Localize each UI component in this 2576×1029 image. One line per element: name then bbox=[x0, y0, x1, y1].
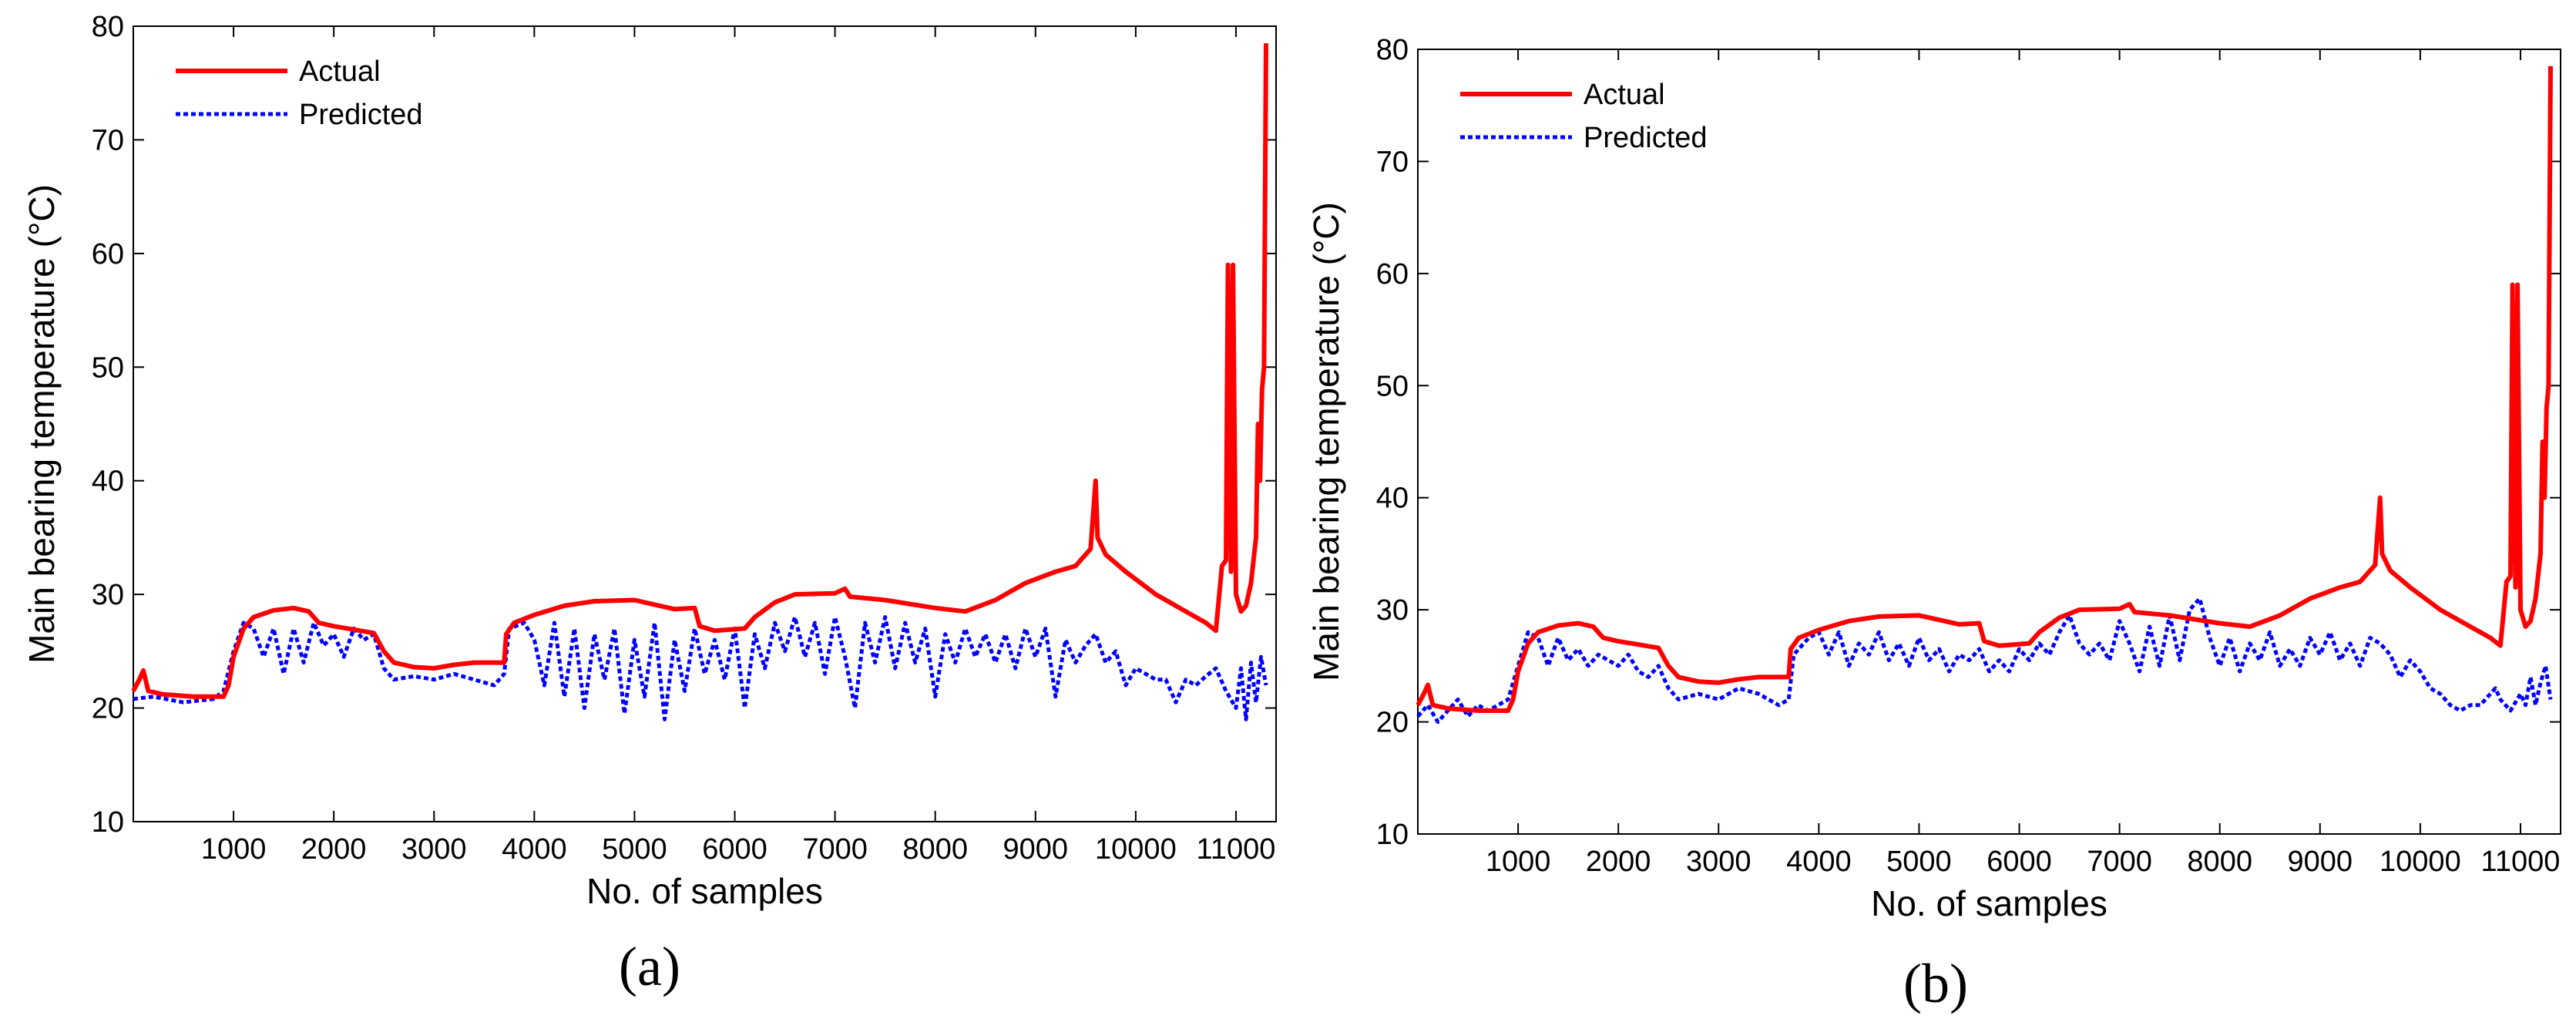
axis-ticks: 1000 2000 3000 4000 5000 6000 7000 8000 9000 1000… bbox=[92, 11, 1276, 866]
y-tick-label: 80 bbox=[92, 11, 124, 43]
y-tick-label: 20 bbox=[1376, 707, 1409, 739]
series-line-predicted bbox=[1416, 597, 2553, 725]
series-lines bbox=[131, 43, 1268, 721]
y-tick-label: 50 bbox=[92, 351, 124, 384]
y-axis-label: Main bearing temperature (°C) bbox=[1306, 202, 1346, 681]
chart-panel-a: 1000 2000 3000 4000 5000 6000 7000 8000 9000 1000… bbox=[22, 11, 1277, 997]
y-tick-label: 80 bbox=[1376, 34, 1409, 66]
y-tick-label: 10 bbox=[1376, 819, 1409, 851]
legend-label-predicted: Predicted bbox=[1584, 122, 1708, 154]
y-tick-label: 30 bbox=[92, 579, 124, 611]
x-tick-label: 4000 bbox=[1786, 846, 1852, 878]
x-tick-label: 9000 bbox=[1003, 833, 1069, 866]
legend-label-actual: Actual bbox=[1584, 79, 1665, 111]
y-tick-label: 70 bbox=[1376, 146, 1409, 178]
x-axis-label: No. of samples bbox=[586, 871, 823, 911]
x-tick-label: 7000 bbox=[802, 833, 868, 866]
x-tick-label: 5000 bbox=[1886, 846, 1952, 878]
legend-label-predicted: Predicted bbox=[299, 99, 423, 131]
x-tick-label: 6000 bbox=[1987, 846, 2052, 878]
x-tick-label: 4000 bbox=[502, 833, 567, 866]
y-tick-label: 60 bbox=[1376, 258, 1409, 291]
x-axis-label: No. of samples bbox=[1871, 883, 2107, 923]
x-tick-label: 11000 bbox=[1197, 833, 1276, 866]
x-tick-label: 9000 bbox=[2288, 846, 2353, 878]
x-tick-label: 10000 bbox=[1095, 833, 1177, 866]
y-tick-label: 20 bbox=[92, 693, 124, 725]
x-tick-label: 3000 bbox=[1686, 846, 1751, 878]
x-tick-label: 7000 bbox=[2087, 846, 2152, 878]
x-tick-label: 5000 bbox=[602, 833, 667, 866]
y-tick-label: 40 bbox=[92, 466, 124, 498]
x-tick-label: 3000 bbox=[401, 833, 467, 866]
chart-panel-b: 1000 2000 3000 4000 5000 6000 7000 8000 9000 1000… bbox=[1306, 34, 2561, 1014]
y-tick-label: 30 bbox=[1376, 594, 1409, 627]
y-axis-label: Main bearing temperature (°C) bbox=[22, 184, 62, 664]
y-tick-label: 60 bbox=[92, 238, 124, 271]
series-line-actual bbox=[131, 43, 1268, 699]
panel-label-a: (a) bbox=[619, 936, 680, 997]
x-tick-label: 11000 bbox=[2481, 846, 2561, 878]
panel-label-b: (b) bbox=[1903, 953, 1968, 1014]
y-tick-label: 50 bbox=[1376, 370, 1409, 402]
legend: Actual Predicted bbox=[1460, 79, 1708, 154]
series-line-actual bbox=[1416, 66, 2553, 713]
x-tick-label: 2000 bbox=[1586, 846, 1651, 878]
series-lines bbox=[1416, 66, 2553, 725]
x-tick-label: 8000 bbox=[902, 833, 968, 866]
plot-frame bbox=[1417, 49, 2561, 835]
y-tick-label: 10 bbox=[92, 806, 124, 839]
x-tick-label: 1000 bbox=[1486, 846, 1551, 878]
series-line-predicted bbox=[133, 615, 1268, 721]
x-tick-label: 1000 bbox=[201, 833, 267, 866]
y-tick-label: 40 bbox=[1376, 483, 1409, 515]
axis-ticks: 1000 2000 3000 4000 5000 6000 7000 8000 9000 1000… bbox=[1376, 34, 2561, 878]
plot-frame bbox=[133, 25, 1277, 822]
x-tick-label: 2000 bbox=[301, 833, 367, 866]
legend-label-actual: Actual bbox=[299, 55, 381, 88]
x-tick-label: 6000 bbox=[702, 833, 767, 866]
y-tick-label: 70 bbox=[92, 124, 124, 156]
legend: Actual Predicted bbox=[176, 55, 423, 131]
x-tick-label: 10000 bbox=[2380, 846, 2461, 878]
x-tick-label: 8000 bbox=[2187, 846, 2252, 878]
